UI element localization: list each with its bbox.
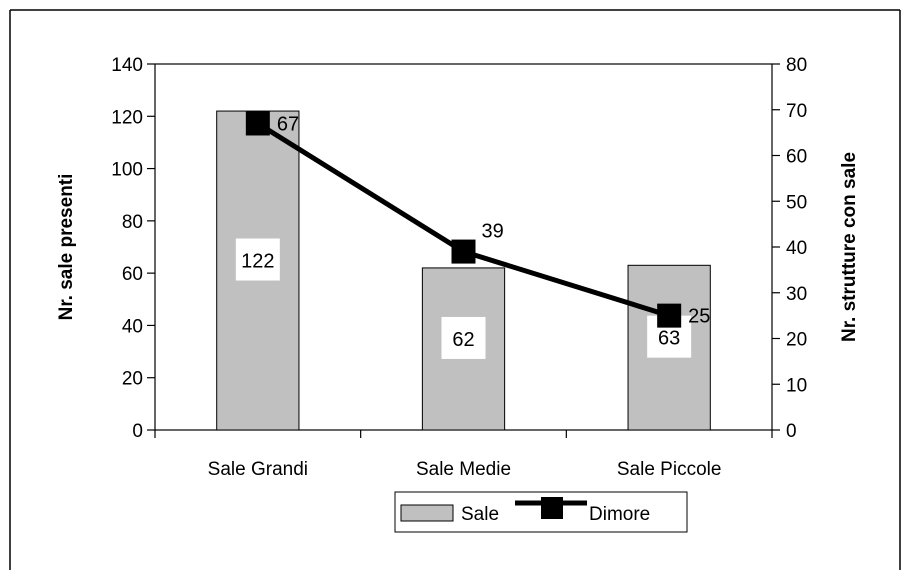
legend: Sale Dimore <box>394 491 688 533</box>
y-tick-label-7: 140 <box>111 55 143 76</box>
legend-label-sale: Sale <box>461 504 499 525</box>
x-category-label-0: Sale Grandi <box>208 459 308 480</box>
bar-data-label-bg-0 <box>235 238 280 281</box>
y-axis-title: Nr. sale presenti <box>56 174 77 321</box>
y2-axis-title: Nr. strutture con sale <box>839 152 860 342</box>
bar-labels-layer: 122 62 63 <box>235 238 692 359</box>
bar-data-label-text-1: 62 <box>452 329 474 351</box>
y-tick-label-3: 60 <box>122 264 143 285</box>
y-tick-label-2: 40 <box>122 316 143 337</box>
bar-data-label-bg-1 <box>441 316 486 359</box>
y-tick-label-0: 0 <box>132 421 143 442</box>
y2-tick-label-1: 10 <box>786 375 807 396</box>
y2-tick-label-7: 70 <box>786 101 807 122</box>
bar-data-label-text-0: 122 <box>241 251 274 273</box>
bars-layer <box>216 110 711 431</box>
axes-layer: 0 20 40 60 80 100 120 140 0 10 20 30 40 50 60 70 80 Sale … <box>111 55 807 480</box>
bar-data-label-0: 122 <box>235 238 280 281</box>
y-tick-label-6: 120 <box>111 107 143 128</box>
line-layer: 67 39 25 <box>245 111 710 328</box>
y2-tick-label-2: 20 <box>786 330 807 351</box>
line-data-label-1: 39 <box>482 221 504 243</box>
legend-marker-dimore <box>541 497 563 519</box>
x-category-label-1: Sale Medie <box>416 459 511 480</box>
legend-label-dimore: Dimore <box>589 504 650 525</box>
y-tick-label-1: 20 <box>122 369 143 390</box>
bar-data-label-1: 62 <box>441 316 486 359</box>
y-tick-label-5: 100 <box>111 160 143 181</box>
line-marker-1 <box>451 239 476 264</box>
y2-tick-label-3: 30 <box>786 284 807 305</box>
bar-data-label-text-2: 63 <box>658 328 680 350</box>
line-data-label-0: 67 <box>277 113 299 135</box>
y2-tick-label-4: 40 <box>786 238 807 259</box>
y-tick-label-4: 80 <box>122 212 143 233</box>
y2-tick-label-6: 60 <box>786 147 807 168</box>
line-data-label-2: 25 <box>688 306 710 328</box>
y2-tick-label-8: 80 <box>786 55 807 76</box>
legend-swatch-sale <box>400 504 454 522</box>
bar-data-label-2: 63 <box>647 315 692 358</box>
y2-tick-label-5: 50 <box>786 192 807 213</box>
line-marker-2 <box>657 303 682 328</box>
line-marker-0 <box>245 111 270 136</box>
x-category-label-2: Sale Piccole <box>617 459 722 480</box>
y2-tick-label-0: 0 <box>786 421 797 442</box>
